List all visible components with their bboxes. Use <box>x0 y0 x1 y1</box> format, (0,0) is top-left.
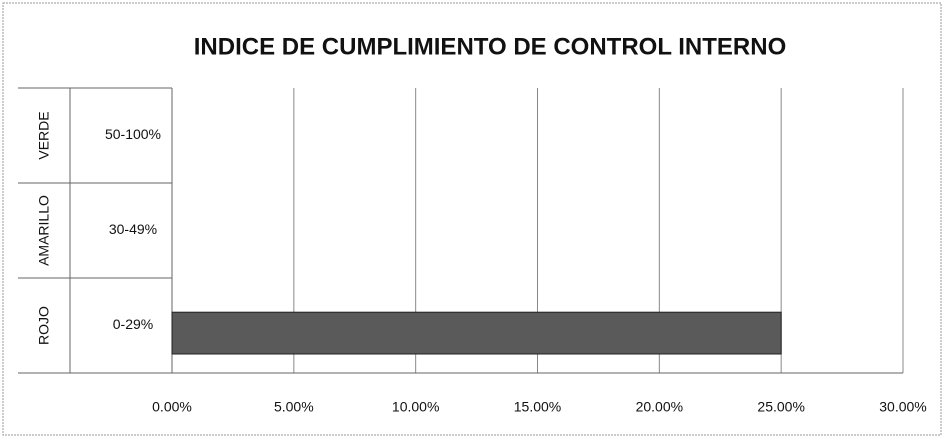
y-tick-label: 30-49% <box>109 221 157 237</box>
x-tick-label: 10.00% <box>392 399 439 415</box>
x-tick-label: 0.00% <box>152 399 192 415</box>
y-tick-label: 50-100% <box>105 126 161 142</box>
x-tick-label: 30.00% <box>879 399 926 415</box>
group-label: VERDE <box>36 111 52 159</box>
chart-title: INDICE DE CUMPLIMIENTO DE CONTROL INTERN… <box>194 33 786 60</box>
y-tick-label: 0-29% <box>113 316 153 332</box>
x-tick-label: 25.00% <box>757 399 804 415</box>
x-tick-label: 5.00% <box>274 399 314 415</box>
group-label: ROJO <box>36 306 52 345</box>
bar <box>171 311 782 355</box>
x-tick-label: 20.00% <box>636 399 683 415</box>
x-tick-label: 15.00% <box>514 399 561 415</box>
group-label: AMARILLO <box>36 195 52 266</box>
